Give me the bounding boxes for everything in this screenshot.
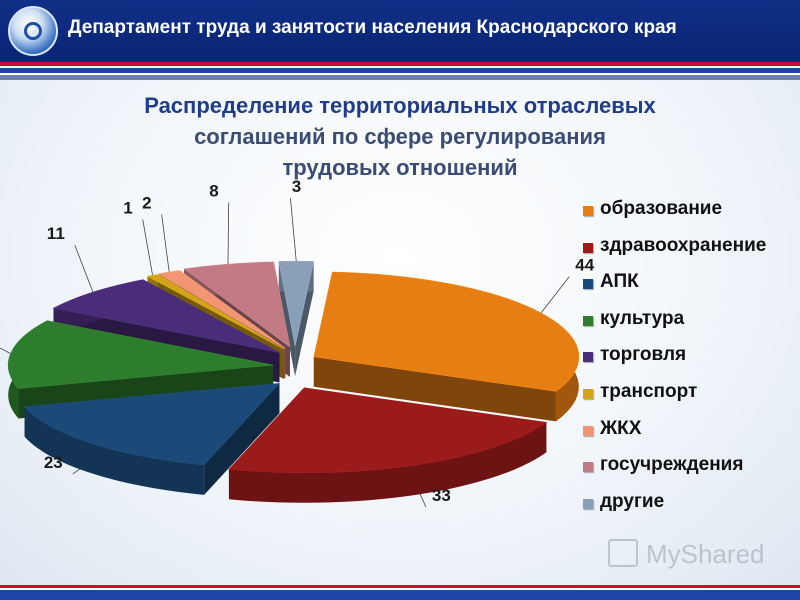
legend-label: другие (600, 490, 665, 512)
legend-label: ЖКХ (600, 417, 642, 439)
pie-slice (278, 260, 314, 377)
pie-slice (24, 382, 281, 495)
chart-title-line-1: Распределение территориальных отраслевых (144, 93, 656, 118)
chart-title-line-2: соглашений по сфере регулирования (194, 124, 606, 149)
legend-swatch (583, 206, 593, 216)
pie-slice (313, 271, 580, 422)
leader-line (540, 276, 570, 314)
legend-swatch (583, 462, 593, 473)
data-label: 8 (209, 182, 218, 201)
data-label: 11 (47, 224, 65, 243)
department-logo-icon (8, 6, 58, 56)
leader-line (74, 244, 94, 293)
legend-swatch (583, 242, 593, 253)
pie-slice (228, 387, 548, 503)
data-label: 23 (44, 453, 63, 472)
header-stripes (0, 62, 800, 80)
data-label: 1 (123, 199, 132, 218)
legend-label: культура (600, 307, 685, 329)
chart-title: Распределение территориальных отраслевых… (60, 90, 740, 183)
legend-swatch (583, 498, 593, 509)
leader-line (227, 202, 230, 265)
legend-swatch (583, 388, 593, 399)
leader-line (161, 214, 170, 273)
footer-stripes (0, 585, 800, 600)
header-title: Департамент труда и занятости населения … (68, 17, 677, 38)
legend-label: АПК (600, 271, 639, 293)
legend-swatch (583, 279, 593, 290)
legend-swatch (583, 352, 593, 363)
presentation-icon (608, 539, 638, 567)
legend-label: образование (600, 198, 723, 219)
watermark-text: MyShared (646, 539, 765, 569)
legend-label: транспорт (600, 380, 698, 402)
leader-line (0, 347, 11, 354)
data-label: 3 (292, 177, 301, 196)
legend-label: госучреждения (600, 454, 744, 476)
legend-swatch (583, 315, 593, 326)
data-label: 44 (575, 256, 594, 275)
legend-swatch (583, 425, 593, 436)
legend-label: здравоохранение (600, 234, 767, 256)
header-bar: Департамент труда и занятости населения … (0, 0, 800, 62)
chart-title-line-3: трудовых отношений (282, 155, 518, 180)
watermark: MyShared (606, 535, 776, 575)
leader-line (142, 219, 153, 276)
legend-label: торговля (600, 344, 687, 366)
data-label: 33 (432, 486, 451, 505)
leader-line (290, 198, 297, 262)
data-label: 2 (142, 194, 151, 213)
